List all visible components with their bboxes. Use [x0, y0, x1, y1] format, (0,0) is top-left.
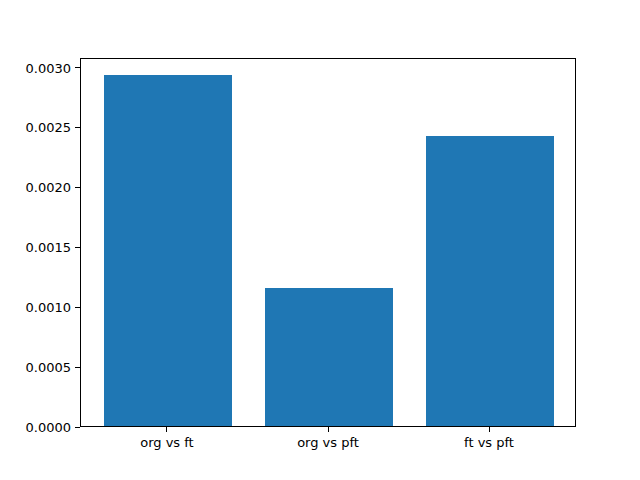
x-tick-label: org vs ft: [87, 436, 247, 449]
y-tick-mark: [75, 67, 80, 68]
x-tick-mark: [328, 427, 329, 432]
y-tick-label: 0.0000: [0, 421, 71, 434]
y-tick-mark: [75, 187, 80, 188]
bar-org-vs-pft: [265, 288, 394, 426]
x-tick-mark: [166, 427, 167, 432]
y-tick-mark: [75, 307, 80, 308]
y-tick-mark: [75, 127, 80, 128]
y-tick-mark: [75, 247, 80, 248]
y-tick-mark: [75, 367, 80, 368]
y-tick-label: 0.0030: [0, 62, 71, 75]
y-tick-label: 0.0025: [0, 121, 71, 134]
y-tick-label: 0.0005: [0, 361, 71, 374]
y-tick-label: 0.0010: [0, 301, 71, 314]
y-tick-label: 0.0015: [0, 241, 71, 254]
y-tick-label: 0.0020: [0, 181, 71, 194]
figure: 0.0000 0.0005 0.0010 0.0015 0.0020 0.0025 0.00…: [0, 0, 640, 480]
plot-area: [80, 58, 576, 427]
bar-ft-vs-pft: [426, 136, 555, 426]
x-tick-label: ft vs pft: [409, 436, 569, 449]
x-tick-mark: [489, 427, 490, 432]
x-tick-label: org vs pft: [248, 436, 408, 449]
y-tick-mark: [75, 427, 80, 428]
bar-org-vs-ft: [104, 75, 233, 426]
